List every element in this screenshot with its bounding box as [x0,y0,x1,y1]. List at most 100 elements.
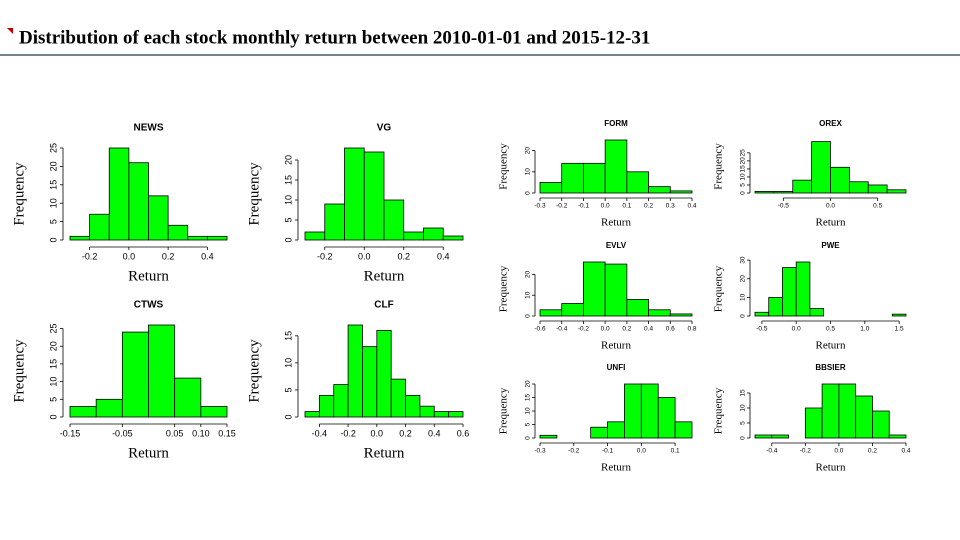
histogram-bar [174,377,202,418]
histogram-bar [804,407,823,439]
histogram-bar [640,383,659,439]
y-axis-label: Frequency [11,162,27,226]
histogram-bar [362,346,378,418]
histogram-bar [200,405,228,418]
title-marker [7,28,13,34]
x-tick-label: 0.6 [457,428,470,438]
histogram-bar [626,171,649,194]
histogram-bar [89,213,110,241]
x-tick-label: 0.4 [437,251,450,261]
histogram-bar [583,162,606,194]
x-tick-label: -0.6 [534,326,546,333]
histogram-bar [768,296,783,317]
histogram-bar [648,186,671,194]
histogram-bar [809,308,825,317]
x-tick-label: 1.5 [895,326,904,333]
y-tick-label: 5 [525,422,532,426]
histogram-bar [669,313,693,317]
x-tick-label: -0.1 [602,448,614,455]
x-tick-label: 0.6 [666,326,675,333]
x-tick-label: 0.0 [601,203,610,210]
y-axis-label: Frequency [498,265,510,312]
histogram-bar [405,394,421,418]
y-tick-label: 30 [740,256,747,264]
x-tick-label: 0.4 [428,428,441,438]
chart-title: UNFI [607,363,626,372]
x-tick-label: 0.0 [792,326,801,333]
x-tick-label: 0.1 [622,203,631,210]
x-tick-label: 0.15 [218,428,236,438]
y-tick-label: 15 [283,331,293,341]
y-tick-label: 20 [740,275,747,283]
x-tick-label: 1.0 [860,326,869,333]
y-tick-label: 15 [740,165,747,173]
chart-title: CLF [374,300,393,311]
histogram-bar [403,231,424,241]
x-tick-label: 0.4 [644,326,653,333]
y-tick-label: 15 [283,175,293,185]
x-axis-label: Return [364,445,405,461]
histogram-bar [376,330,392,418]
histogram-bar [69,235,91,241]
histogram-bar [624,383,642,439]
histogram-bar [811,141,831,194]
x-tick-label: 0.0 [358,251,371,261]
x-tick-label: 0.05 [166,428,184,438]
y-tick-label: 0 [48,237,58,242]
x-tick-label: 0.2 [868,448,877,455]
chart-title: OREX [819,119,842,128]
histogram-bar [333,384,349,418]
histogram-bar [363,151,385,241]
histogram-bar [304,411,320,418]
y-tick-label: 20 [740,157,747,165]
y-tick-label: 25 [48,143,58,153]
histogram-bar [795,261,811,317]
histogram-bar [867,184,888,194]
x-axis-label: Return [601,462,631,474]
y-tick-label: 0 [525,314,532,318]
x-tick-label: 0.2 [397,251,410,261]
chart-title: NEWS [134,123,164,134]
x-tick-label: -0.5 [778,203,790,210]
histogram-bar [121,331,149,418]
y-tick-label: 15 [740,389,747,397]
x-tick-label: 0.2 [644,203,653,210]
x-axis-label: Return [128,268,169,284]
x-tick-label: 0.0 [371,428,384,438]
x-tick-label: 0.3 [666,203,675,210]
y-tick-label: 5 [283,387,293,392]
y-tick-label: 5 [740,183,747,187]
x-tick-label: -0.2 [317,251,333,261]
y-tick-label: 15 [48,180,58,190]
x-tick-label: 0.2 [622,326,631,333]
histogram-bar [891,313,907,317]
x-tick-label: 0.4 [901,448,910,455]
x-tick-label: -0.2 [578,326,590,333]
histogram-bar [108,147,130,241]
histogram-bar [872,410,890,439]
histogram-bar [433,411,450,418]
y-tick-label: 0 [525,436,532,440]
y-tick-label: 0 [283,237,293,242]
histogram-bar [838,383,857,439]
histogram-bar [669,190,693,194]
y-tick-label: 5 [740,421,747,425]
y-tick-label: 10 [525,407,532,415]
histogram-bar [626,298,649,317]
histogram-bar [583,261,606,317]
histogram-bar [448,411,464,418]
x-tick-label: 0.0 [826,203,835,210]
x-tick-label: 0.2 [162,251,175,261]
y-tick-label: 10 [283,195,293,205]
x-axis-label: Return [601,217,631,229]
y-tick-label: 10 [283,358,293,368]
histogram-bar [782,267,797,317]
y-tick-label: 20 [525,380,532,388]
histogram-bar [773,190,794,194]
y-tick-label: 20 [283,155,293,165]
x-tick-label: 0.0 [834,448,843,455]
y-tick-label: 0 [740,191,747,195]
x-tick-label: 0.5 [873,203,882,210]
y-tick-label: 10 [740,173,747,181]
